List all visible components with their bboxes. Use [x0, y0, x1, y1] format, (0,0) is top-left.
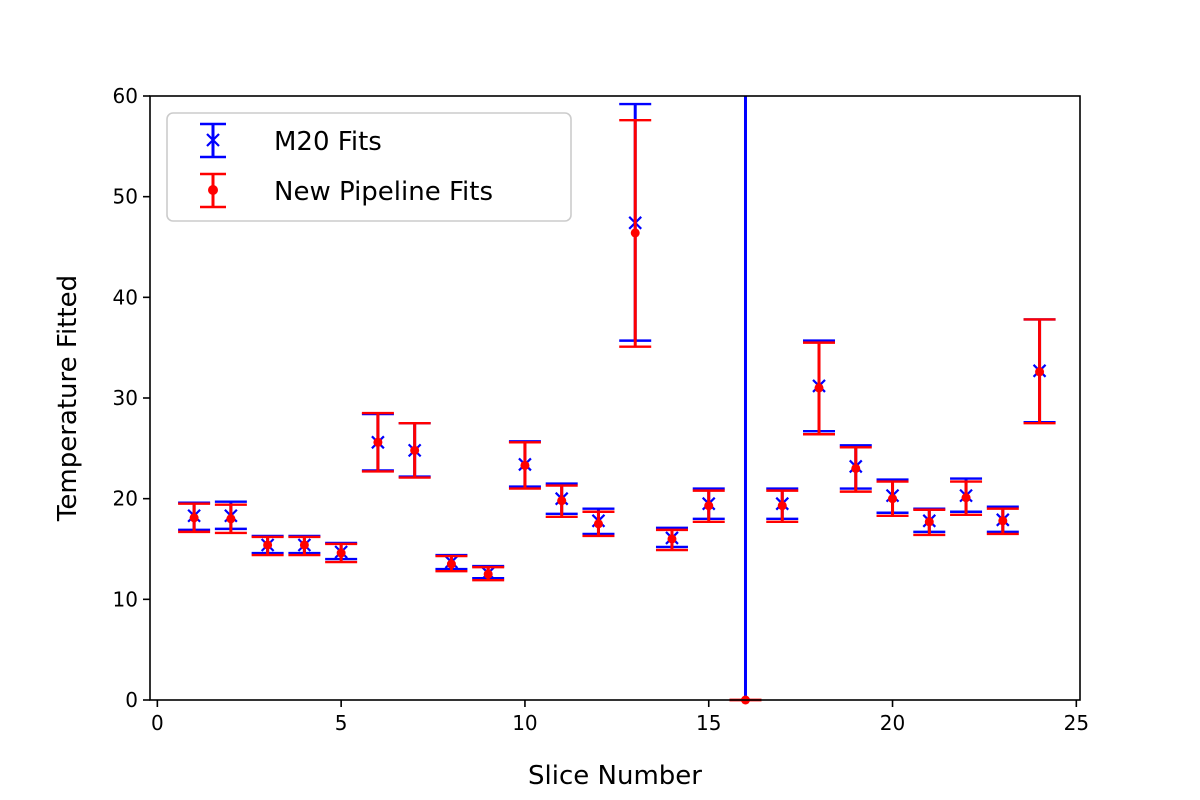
y-axis-label: Temperature Fitted [53, 275, 83, 522]
legend-m20-marker [206, 133, 220, 147]
legend-label-m20: M20 Fits [274, 127, 382, 157]
legend: M20 Fits New Pipeline Fits [166, 112, 572, 222]
y-tick-label: 40 [113, 285, 138, 309]
x-tick-label: 15 [696, 711, 721, 735]
new-pipeline-point [410, 445, 420, 455]
new-pipeline-point [336, 548, 346, 558]
new-pipeline-point [998, 516, 1008, 526]
new-pipeline-point [557, 496, 567, 506]
new-pipeline-point [1035, 367, 1045, 377]
new-pipeline-point [924, 517, 934, 527]
new-pipeline-point [373, 437, 383, 447]
new-pipeline-point [520, 460, 530, 470]
y-tick-label: 60 [113, 84, 138, 108]
legend-entry-new-pipeline [200, 172, 226, 209]
y-tick-label: 10 [113, 587, 138, 611]
new-pipeline-point [961, 493, 971, 503]
new-pipeline-point [299, 540, 309, 550]
y-tick-label: 20 [113, 487, 138, 511]
legend-new-pipeline-marker [208, 185, 218, 195]
series-new-pipeline [178, 118, 1056, 705]
x-tick-label: 5 [335, 711, 348, 735]
new-pipeline-point [704, 501, 714, 511]
new-pipeline-point [483, 569, 493, 579]
new-pipeline-point [851, 463, 861, 473]
new-pipeline-point [667, 534, 677, 544]
x-tick-label: 25 [1064, 711, 1089, 735]
x-tick-label: 0 [151, 711, 164, 735]
x-tick-label: 20 [880, 711, 905, 735]
y-tick-label: 30 [113, 386, 138, 410]
new-pipeline-point [189, 513, 199, 523]
new-pipeline-point [226, 514, 236, 524]
y-tick-label: 50 [113, 185, 138, 209]
new-pipeline-point [263, 540, 273, 550]
y-tick-label: 0 [125, 688, 138, 712]
legend-box [166, 112, 572, 222]
new-pipeline-point [777, 501, 787, 511]
new-pipeline-point [630, 228, 640, 238]
x-axis-ticks: 0 5 10 15 20 25 [151, 700, 1089, 735]
new-pipeline-point [888, 494, 898, 504]
series-layer [178, 96, 1056, 705]
x-tick-label: 10 [512, 711, 537, 735]
y-axis-ticks: 0 10 20 30 40 50 60 [113, 84, 150, 712]
new-pipeline-point [446, 559, 456, 569]
x-axis-label: Slice Number [528, 761, 702, 791]
legend-label-new-pipeline: New Pipeline Fits [274, 177, 493, 207]
new-pipeline-point [814, 383, 824, 393]
new-pipeline-point [593, 519, 603, 529]
legend-entry-m20 [200, 122, 226, 159]
